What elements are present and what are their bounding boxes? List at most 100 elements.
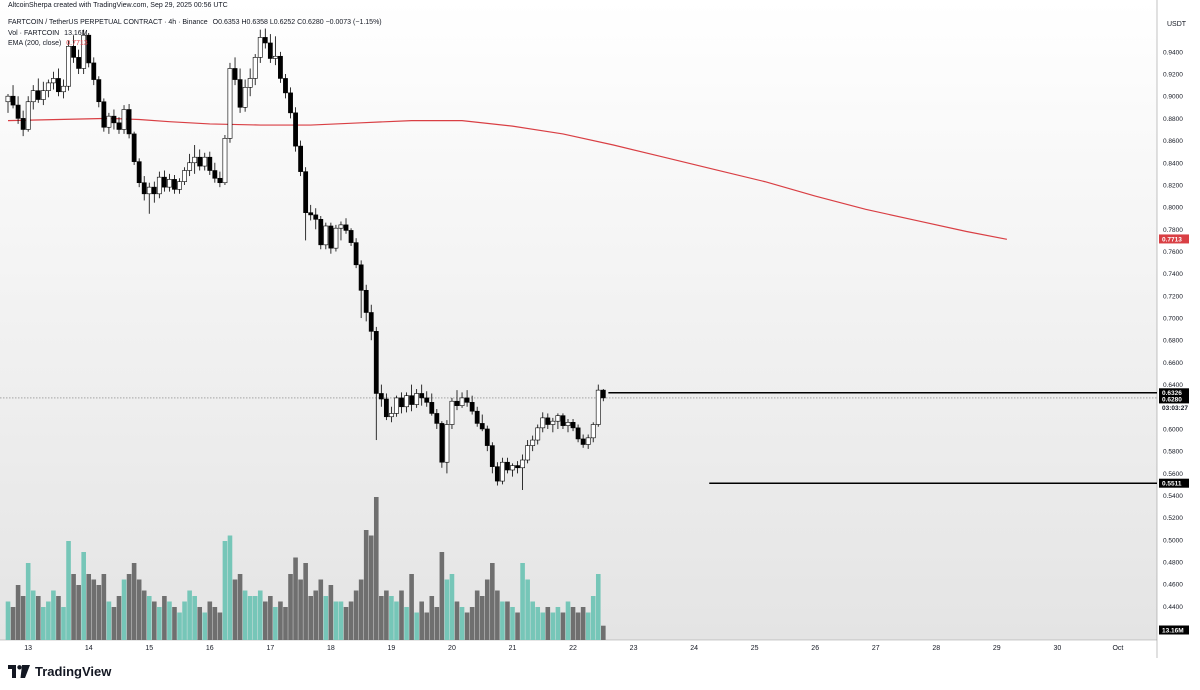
volume-bar bbox=[5, 601, 11, 640]
volume-bar bbox=[121, 579, 127, 640]
volume-bars bbox=[5, 497, 606, 640]
volume-bar bbox=[363, 530, 369, 640]
candle-body bbox=[207, 156, 213, 171]
candle-body bbox=[237, 79, 243, 108]
candle-body bbox=[101, 101, 107, 128]
volume-bar bbox=[293, 557, 298, 640]
candle-body bbox=[545, 417, 551, 425]
volume-bar bbox=[333, 601, 339, 640]
volume-bar bbox=[601, 625, 606, 640]
ohlc-close: C0.6280 bbox=[297, 19, 324, 26]
tradingview-logo-text: TradingView bbox=[35, 664, 112, 679]
candle-body bbox=[505, 461, 510, 471]
resistance-price-label: 0.6326 bbox=[1162, 390, 1182, 397]
price-tick-label: 0.9400 bbox=[1163, 49, 1183, 56]
candle-body bbox=[177, 181, 182, 190]
candle-body bbox=[272, 55, 278, 59]
volume-legend[interactable]: Vol · FARTCOIN 13.16M bbox=[8, 30, 88, 37]
candle-body bbox=[520, 459, 525, 469]
candle-body bbox=[20, 118, 26, 130]
candle-body bbox=[399, 397, 404, 408]
volume-bar bbox=[136, 579, 142, 640]
volume-bar bbox=[106, 601, 112, 640]
candle-body bbox=[116, 122, 122, 130]
volume-bar bbox=[575, 612, 581, 640]
candle-body bbox=[121, 109, 127, 130]
candle-body bbox=[111, 115, 117, 124]
ema-price-label: 0.7713 bbox=[1162, 236, 1182, 243]
candle-body bbox=[469, 402, 475, 412]
volume-bar bbox=[338, 601, 344, 640]
price-tick-label: 0.6800 bbox=[1163, 338, 1183, 345]
candle-body bbox=[389, 413, 394, 418]
volume-legend-value: 13.16M bbox=[64, 30, 88, 37]
price-tick-label: 0.5800 bbox=[1163, 449, 1183, 456]
volume-legend-label: Vol · FARTCOIN bbox=[8, 30, 60, 37]
volume-bar bbox=[71, 574, 76, 640]
candle-body bbox=[575, 427, 581, 440]
candle-body bbox=[136, 161, 142, 184]
candle-body bbox=[197, 156, 203, 167]
candle-body bbox=[182, 170, 187, 182]
ema-legend[interactable]: EMA (200, close) 0.7713 bbox=[8, 40, 88, 47]
volume-bar bbox=[530, 601, 535, 640]
time-axis-background bbox=[0, 640, 1157, 658]
candle-body bbox=[530, 439, 536, 446]
candle-body bbox=[227, 68, 233, 139]
price-tick-label: 0.7600 bbox=[1163, 249, 1183, 256]
resistance-price-label-bg bbox=[1159, 388, 1189, 398]
horizontal-levels bbox=[0, 392, 1157, 484]
candle-body bbox=[247, 78, 253, 88]
volume-bar bbox=[585, 612, 591, 640]
volume-bar bbox=[570, 607, 576, 640]
volume-bar bbox=[227, 535, 233, 640]
candle-body bbox=[590, 424, 596, 439]
candle-body bbox=[409, 395, 414, 405]
candle-body bbox=[454, 400, 460, 406]
candle-body bbox=[222, 138, 228, 184]
volume-bar bbox=[535, 607, 541, 640]
volume-bar bbox=[464, 612, 470, 640]
volume-bar bbox=[56, 596, 61, 640]
volume-bar bbox=[263, 601, 268, 640]
volume-bar bbox=[66, 541, 71, 640]
time-tick-label: 17 bbox=[266, 645, 274, 652]
volume-bar bbox=[303, 563, 308, 640]
price-tick-label: 0.5400 bbox=[1163, 493, 1183, 500]
candle-body bbox=[86, 34, 92, 64]
volume-bar bbox=[278, 601, 283, 640]
candle-body bbox=[318, 219, 324, 246]
volume-bar bbox=[187, 590, 192, 640]
volume-bar bbox=[343, 607, 349, 640]
candle-body bbox=[464, 397, 470, 403]
volume-bar bbox=[409, 574, 414, 640]
candle-body bbox=[288, 92, 293, 114]
volume-bar bbox=[510, 607, 515, 640]
volume-bar bbox=[252, 596, 258, 640]
candle-body bbox=[449, 400, 455, 425]
volume-bar bbox=[550, 612, 556, 640]
volume-bar bbox=[318, 579, 324, 640]
volume-bar bbox=[348, 601, 354, 640]
candle-body bbox=[313, 214, 319, 220]
candle-body bbox=[500, 461, 505, 482]
time-tick-label: 23 bbox=[630, 645, 638, 652]
volume-bar bbox=[323, 596, 329, 640]
volume-bar bbox=[419, 601, 424, 640]
candle-body bbox=[515, 465, 520, 469]
candle-body bbox=[540, 417, 546, 429]
volume-bar bbox=[308, 596, 313, 640]
candle-body bbox=[555, 415, 561, 422]
candle-body bbox=[50, 78, 56, 84]
tradingview-logo[interactable]: TradingView bbox=[8, 664, 111, 679]
candle-body bbox=[474, 410, 480, 424]
price-tick-label: 0.9200 bbox=[1163, 72, 1183, 79]
symbol-name[interactable]: FARTCOIN / TetherUS PERPETUAL CONTRACT ·… bbox=[8, 19, 208, 26]
price-axis[interactable]: 0.9400 0.9200 0.9000 0.8800 0.8600 0.8400 0.82… bbox=[1163, 49, 1183, 611]
volume-bar bbox=[162, 596, 167, 640]
price-tick-label: 0.9000 bbox=[1163, 94, 1183, 101]
volume-bar bbox=[131, 563, 137, 640]
time-axis[interactable]: 13 14 15 16 17 18 19 20 21 22 23 24 25 26 27 28 29 30 Oct bbox=[24, 645, 1123, 652]
volume-bar bbox=[399, 590, 404, 640]
